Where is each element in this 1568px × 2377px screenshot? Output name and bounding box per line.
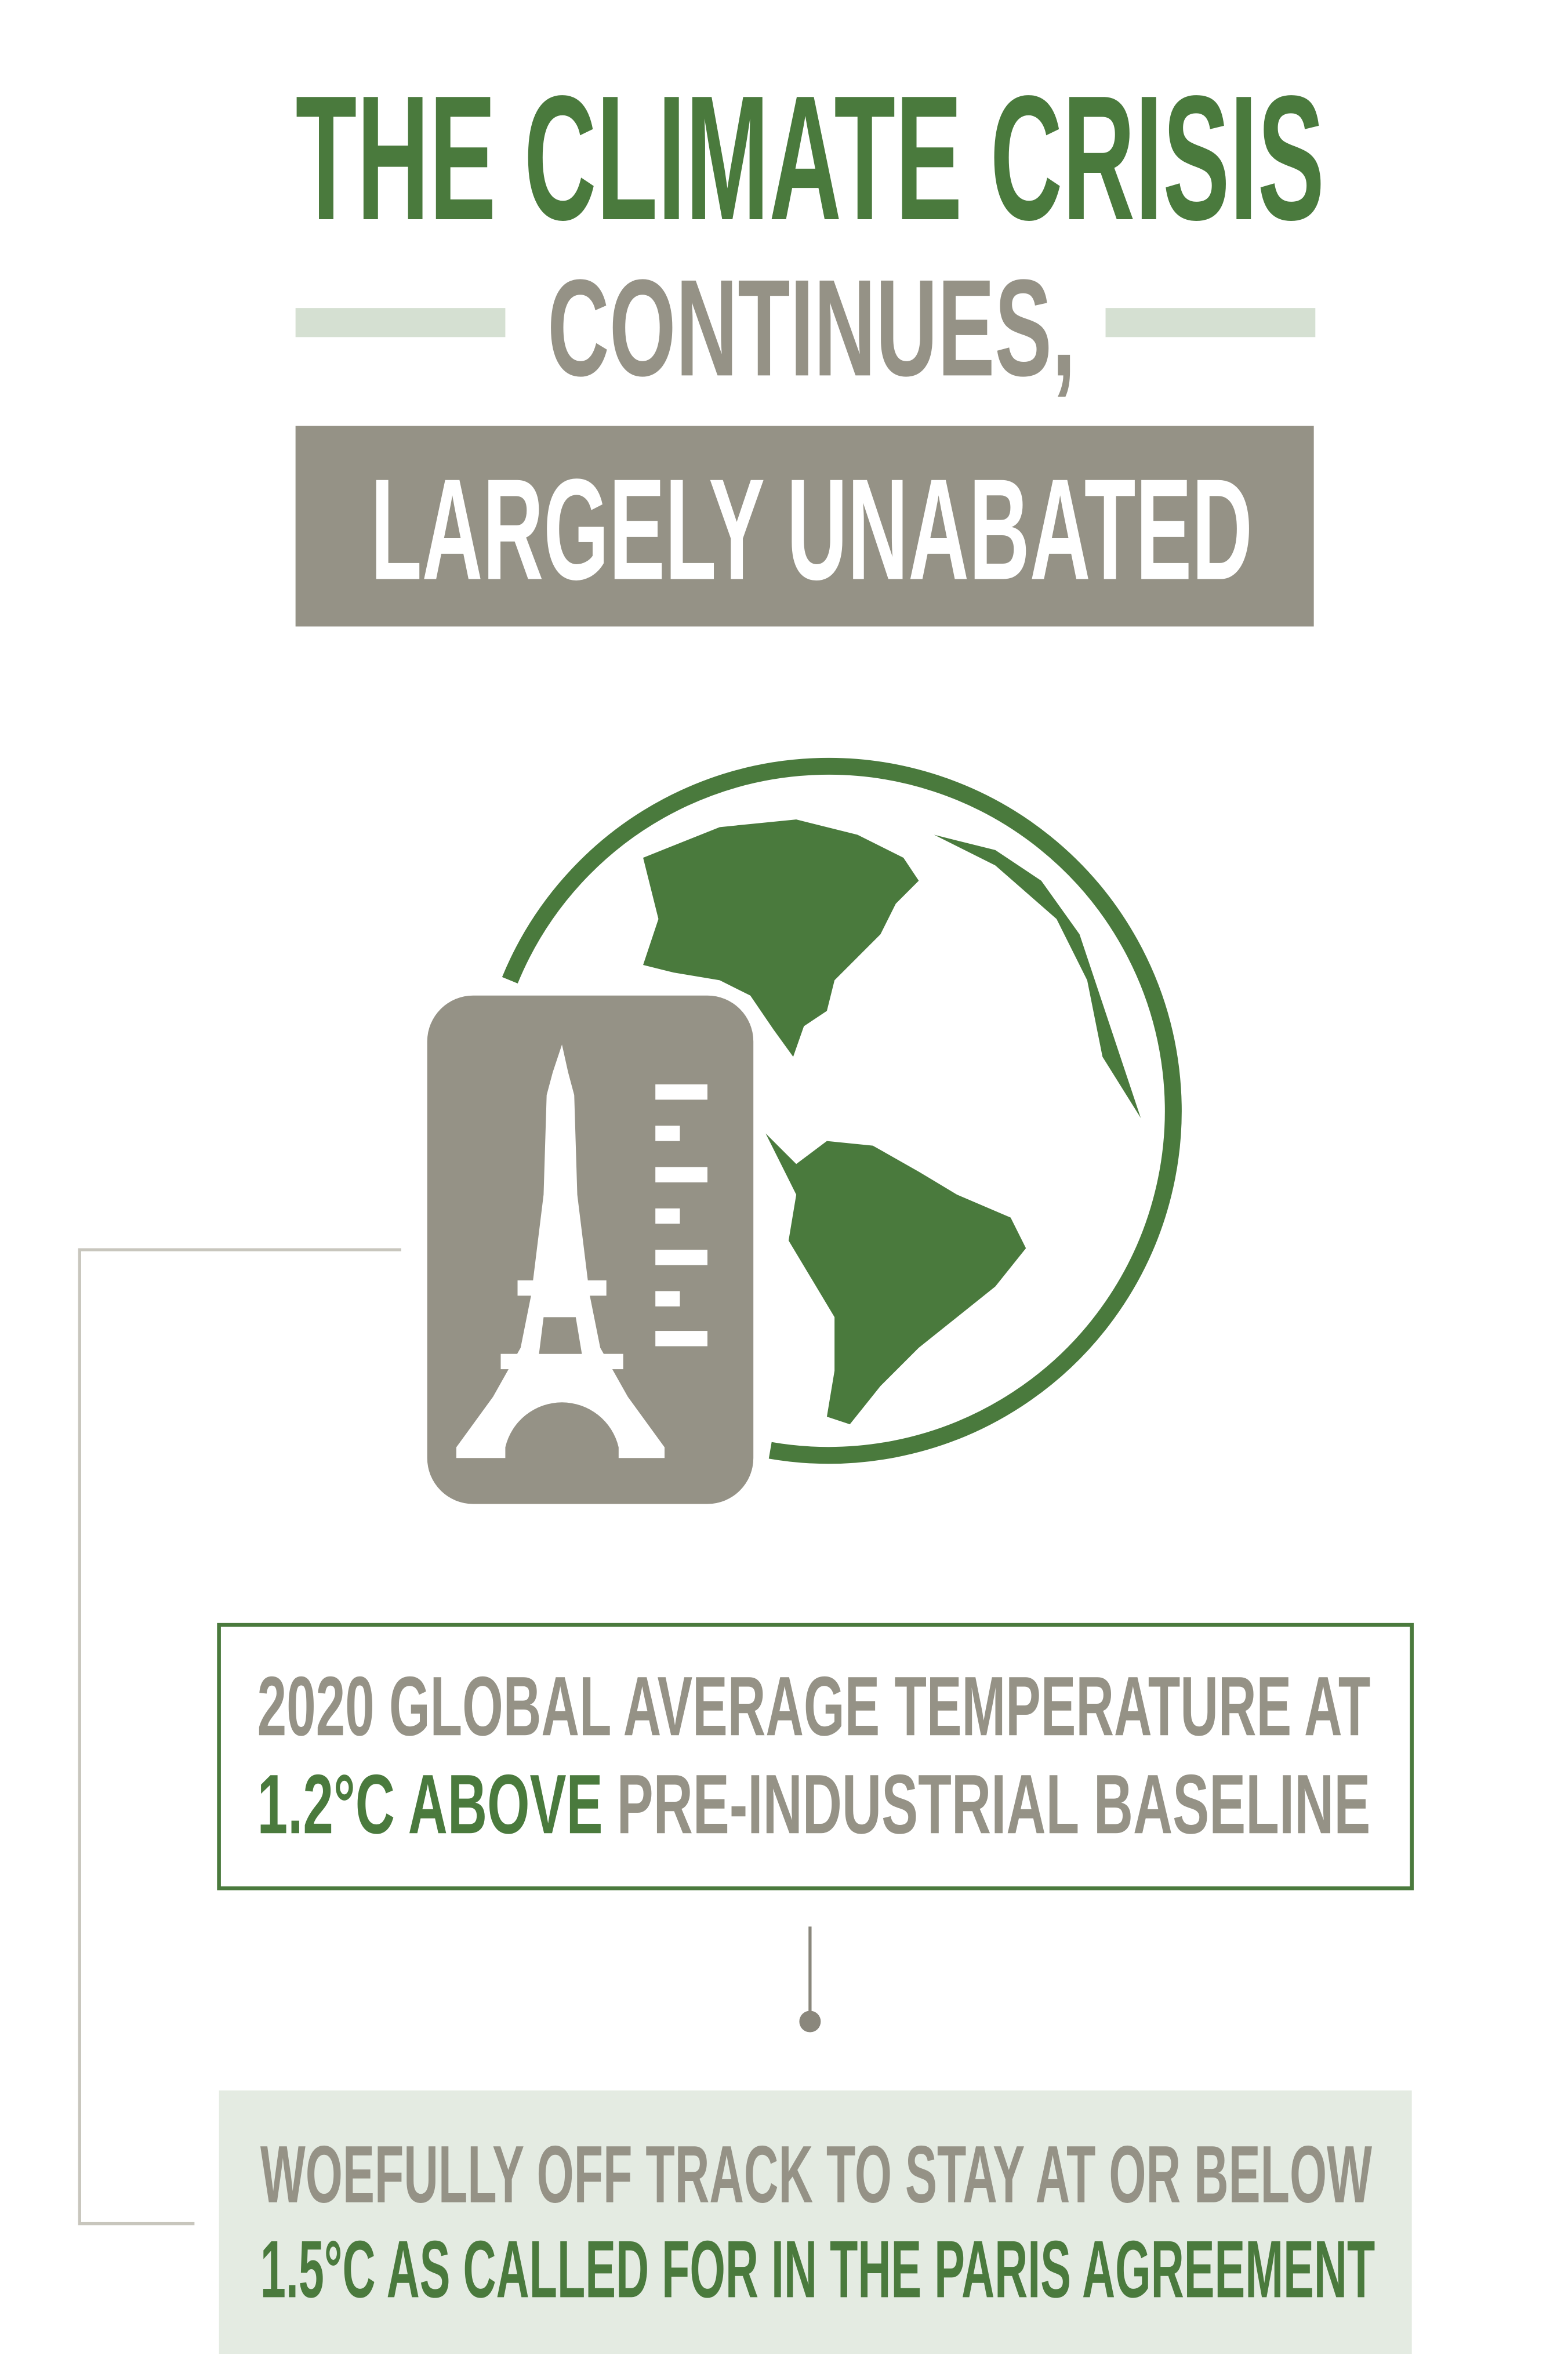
stat-line: 1.2°C ABOVEPRE-INDUSTRIAL BASELINE [257,1757,1371,1851]
banner: LARGELY UNABATED [371,449,1253,610]
link-dot [799,2011,821,2033]
note-line: WOEFULLY OFF TRACK TO STAY AT OR BELOW [260,2129,1372,2220]
stat-box [217,1623,1414,1890]
note-line: 1.5°C AS CALLED FOR IN THE PARIS AGREEME… [260,2223,1375,2314]
subtitle: CONTINUES, [547,251,1076,405]
decor-bar [1105,308,1316,338]
globe-icon [502,757,1182,1464]
note-box [219,2090,1412,2354]
stat-text: PRE-INDUSTRIAL BASELINE [617,1757,1371,1851]
title: THE CLIMATE CRISIS [296,59,1325,257]
decor-bar [295,308,506,338]
thermometer-icon [418,988,763,1512]
stat-highlight: 1.2°C ABOVE [257,1757,603,1851]
banner-bg [295,426,1314,627]
connector [78,1248,401,2226]
stat-line: 2020 GLOBAL AVERAGE TEMPERATURE AT [257,1659,1371,1753]
